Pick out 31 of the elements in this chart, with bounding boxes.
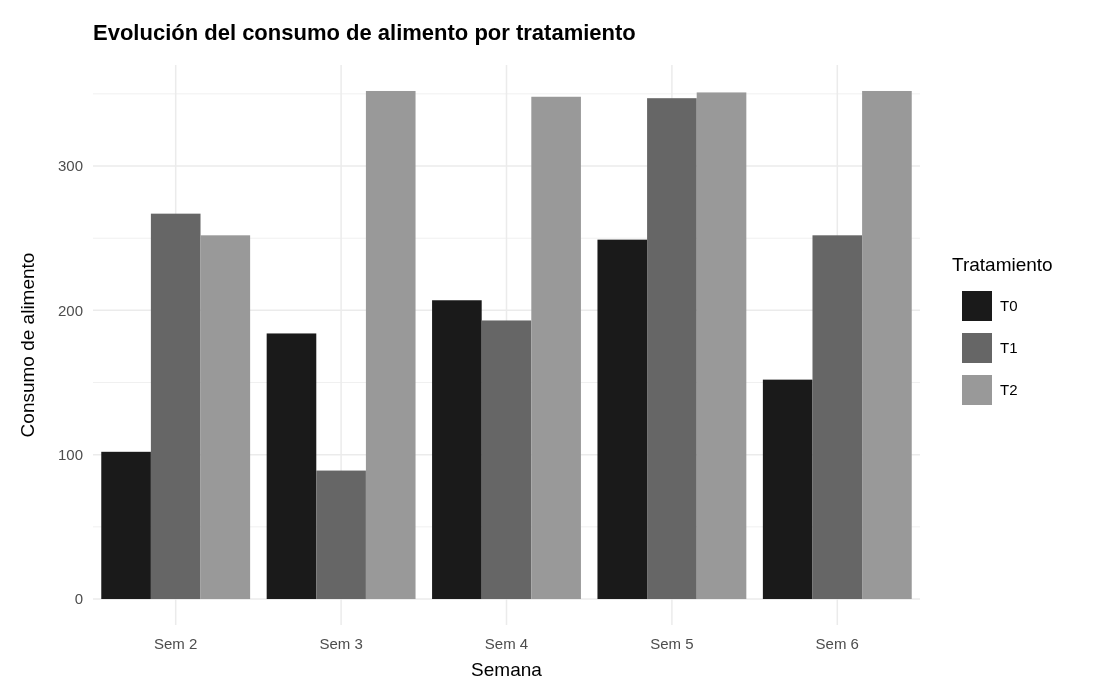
- x-axis-title: Semana: [471, 659, 543, 680]
- legend-label: T2: [1000, 381, 1018, 399]
- bar: [531, 96, 581, 600]
- x-tick-label: Sem 4: [484, 635, 529, 652]
- x-tick-label: Sem 2: [154, 635, 198, 652]
- bar: [762, 379, 813, 600]
- bar: [150, 213, 201, 600]
- bar: [597, 239, 648, 600]
- bar: [365, 90, 416, 600]
- x-tick-label: Sem 3: [319, 635, 363, 652]
- y-tick-label: 0: [74, 590, 83, 608]
- bar: [696, 92, 747, 600]
- bar: [266, 333, 317, 600]
- bar: [481, 320, 532, 600]
- legend-label: T0: [1000, 297, 1018, 315]
- bar: [432, 300, 482, 600]
- legend-label: T1: [1000, 339, 1018, 357]
- bar: [316, 470, 366, 600]
- y-tick-label: 200: [57, 301, 83, 319]
- y-axis-title: Consumo de alimento: [17, 252, 38, 438]
- y-tick-label: 100: [57, 445, 83, 463]
- bar: [647, 98, 697, 600]
- chart-title: Evolución del consumo de alimento por tratamiento: [93, 20, 636, 45]
- bar: [101, 451, 151, 600]
- x-tick-label: Sem 6: [815, 635, 859, 652]
- legend-title: Tratamiento: [952, 254, 1053, 275]
- y-tick-label: 300: [57, 157, 83, 175]
- x-tick-label: Sem 5: [650, 635, 694, 652]
- bar: [862, 90, 912, 600]
- bar: [200, 235, 251, 600]
- bar: [812, 235, 863, 600]
